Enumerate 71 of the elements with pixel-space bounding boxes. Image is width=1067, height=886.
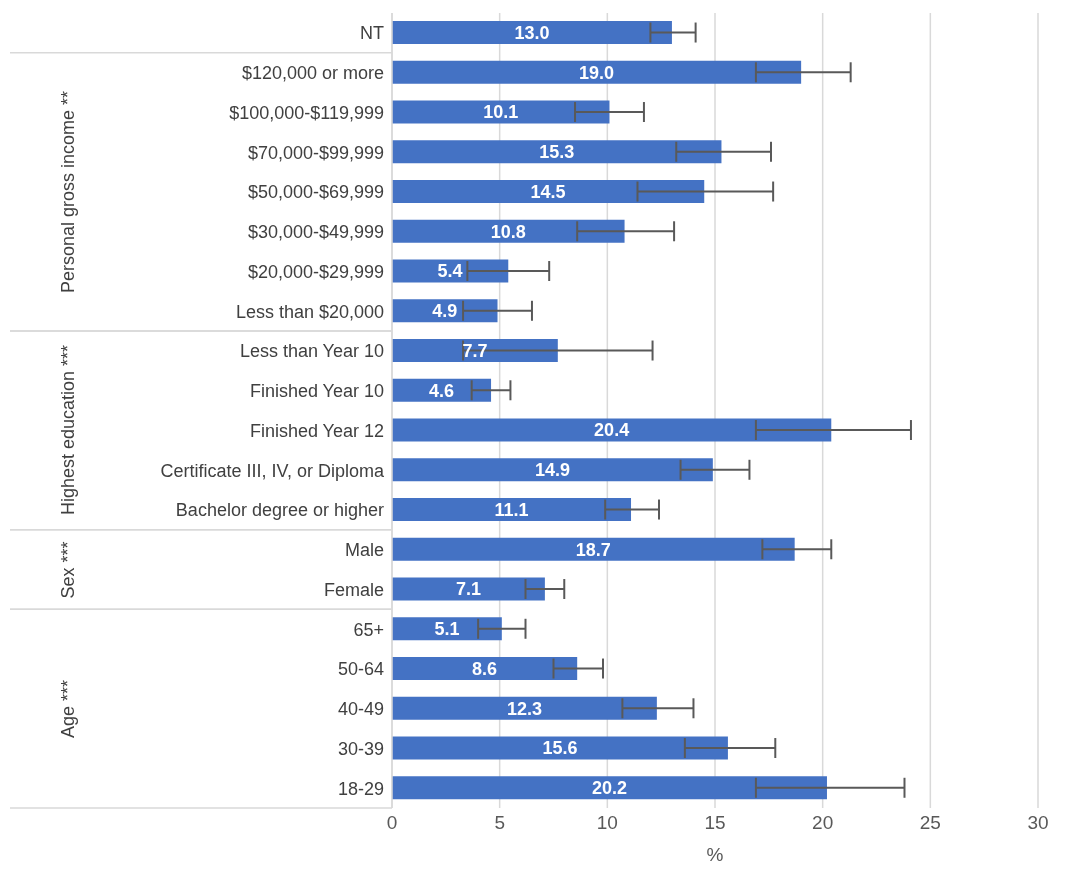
y-tick-label: Certificate III, IV, or Diploma <box>160 460 385 481</box>
y-tick-label: 40-49 <box>337 699 384 720</box>
bar <box>392 100 610 124</box>
x-tick-label: 25 <box>919 812 941 834</box>
y-tick-label: Bachelor degree or higher <box>175 500 384 521</box>
text: Personal gross income ** <box>57 90 79 293</box>
data-label: 5.1 <box>434 619 460 640</box>
data-label: 15.3 <box>539 142 575 163</box>
text: Age *** <box>57 679 79 738</box>
bar <box>392 299 498 323</box>
bar <box>392 617 502 641</box>
y-tick-label: Less than Year 10 <box>239 341 384 362</box>
data-label: 15.6 <box>542 738 578 759</box>
y-tick-label: NT <box>360 23 384 44</box>
y-tick-label: 18-29 <box>337 778 384 799</box>
y-tick-label: Less than $20,000 <box>235 301 384 322</box>
data-label: 8.6 <box>472 658 498 679</box>
y-tick-label: Finished Year 12 <box>249 420 384 441</box>
y-tick-label: 50-64 <box>337 659 384 680</box>
data-label: 4.9 <box>432 301 458 322</box>
data-label: 7.1 <box>455 579 481 600</box>
bar <box>392 537 795 561</box>
y-tick-label: $50,000-$69,999 <box>247 182 384 203</box>
bar <box>392 776 827 800</box>
y-tick-label: Finished Year 10 <box>249 381 384 402</box>
bar <box>392 736 728 760</box>
data-label: 19.0 <box>579 62 615 83</box>
x-tick-label: 30 <box>1027 812 1049 834</box>
bar <box>392 339 558 363</box>
data-label: 4.6 <box>429 380 455 401</box>
y-tick-label: 65+ <box>353 619 384 640</box>
x-tick-label: 10 <box>596 812 618 834</box>
bar <box>392 378 492 402</box>
bar <box>392 498 632 522</box>
data-label: 10.1 <box>483 102 519 123</box>
data-label: 13.0 <box>514 22 550 43</box>
y-tick-label: $70,000-$99,999 <box>247 142 384 163</box>
bar <box>392 180 705 204</box>
y-tick-label: $100,000-$119,999 <box>229 102 384 123</box>
y-tick-label: $30,000-$49,999 <box>247 222 384 243</box>
bar <box>392 259 509 283</box>
y-tick-label: 30-39 <box>337 738 384 759</box>
bar <box>392 657 578 681</box>
y-tick-label: $20,000-$29,999 <box>247 261 384 282</box>
x-tick-label: 20 <box>812 812 834 834</box>
data-label: 5.4 <box>437 261 463 282</box>
bar <box>392 458 713 482</box>
x-tick-label: 0 <box>386 812 398 834</box>
bar <box>392 140 722 164</box>
y-tick-label: Female <box>323 579 384 600</box>
data-label: 11.1 <box>494 499 529 520</box>
y-tick-label: Male <box>344 540 384 561</box>
bar <box>392 60 802 84</box>
data-label: 14.9 <box>534 460 570 481</box>
bar <box>392 219 625 243</box>
data-label: 10.8 <box>490 221 526 242</box>
x-axis-title: % <box>706 844 724 866</box>
bar <box>392 696 657 720</box>
bar <box>392 21 672 45</box>
bar <box>392 577 545 601</box>
data-label: 20.4 <box>594 420 630 441</box>
data-label: 18.7 <box>575 539 611 560</box>
x-tick-label: 15 <box>704 812 726 834</box>
data-label: 20.2 <box>591 778 628 799</box>
x-tick-label: 5 <box>494 812 505 834</box>
bar <box>392 418 832 442</box>
y-tick-label: $120,000 or more <box>241 63 384 84</box>
data-label: 14.5 <box>530 181 566 202</box>
text: Highest education *** <box>57 345 79 516</box>
data-label: 12.3 <box>506 698 542 719</box>
text: Sex *** <box>57 540 79 599</box>
